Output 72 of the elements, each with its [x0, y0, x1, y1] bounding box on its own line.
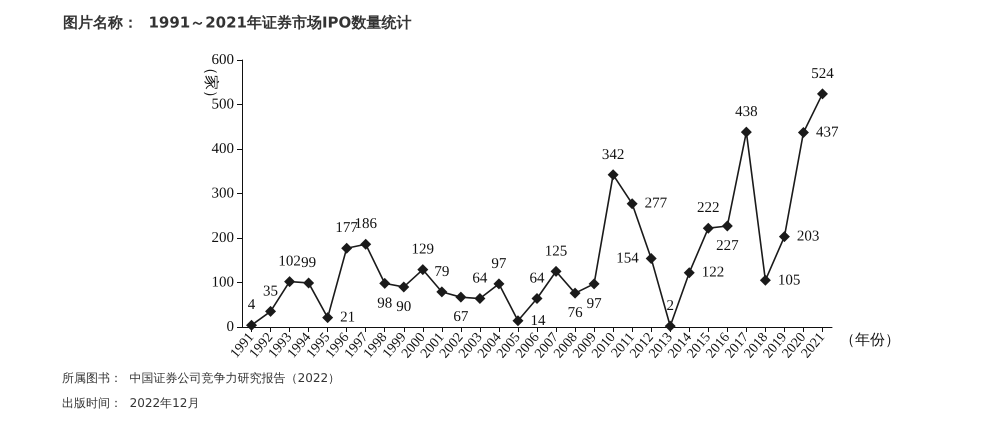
- point: [778, 231, 790, 242]
- point: [303, 277, 314, 288]
- data-label: 79: [434, 264, 450, 280]
- x-axis-title: （年份）: [840, 332, 900, 348]
- y-tick-label: 600: [212, 52, 234, 68]
- point: [265, 306, 276, 317]
- data-label: 102: [278, 254, 301, 270]
- data-label: 177: [335, 220, 358, 236]
- point: [588, 278, 600, 290]
- data-label: 35: [263, 283, 278, 300]
- point: [816, 88, 828, 100]
- y-tick-label: 300: [212, 186, 234, 202]
- data-label: 277: [644, 196, 668, 212]
- data-label: 4: [248, 297, 256, 314]
- point: [722, 220, 733, 232]
- y-tick-label: 500: [212, 96, 234, 112]
- point: [455, 292, 466, 303]
- point: [608, 169, 619, 180]
- y-tick-label: 400: [212, 141, 234, 157]
- data-label: 524: [811, 66, 834, 82]
- data-label: 105: [778, 272, 800, 288]
- point: [379, 278, 390, 289]
- point: [512, 315, 524, 326]
- point: [398, 281, 410, 292]
- y-tick-label: 0: [226, 319, 234, 335]
- text: 所属图书： 中国证券公司竞争力研究报告（2022）: [62, 371, 340, 385]
- text: 出版时间： 2022年12月: [62, 396, 200, 410]
- point: [798, 127, 809, 138]
- point: [284, 276, 296, 288]
- data-label: 122: [702, 264, 724, 281]
- data-label: 97: [586, 296, 602, 312]
- data-label: 64: [472, 270, 488, 287]
- point: [684, 267, 695, 278]
- point: [702, 222, 714, 234]
- point: [246, 320, 258, 331]
- point: [570, 288, 581, 299]
- point: [646, 252, 657, 264]
- point: [740, 126, 752, 138]
- data-label: 222: [697, 200, 720, 216]
- point: [436, 286, 448, 298]
- data-label: 2: [666, 298, 674, 314]
- data-label: 342: [602, 146, 624, 163]
- data-label: 154: [616, 250, 640, 266]
- data-label: 125: [544, 243, 568, 260]
- data-label: 437: [816, 124, 839, 141]
- data-label: 64: [530, 270, 545, 287]
- chart-title: 图片名称： 1991～2021年证券市场IPO数量统计: [63, 14, 412, 32]
- point: [760, 274, 771, 286]
- y-tick-label: 100: [212, 274, 234, 290]
- data-label: 438: [735, 104, 758, 120]
- data-label: 76: [568, 305, 584, 322]
- data-label: 21: [340, 310, 356, 326]
- point: [550, 266, 562, 277]
- point: [417, 264, 428, 276]
- data-label: 97: [491, 256, 507, 272]
- data-label: 99: [301, 254, 316, 271]
- data-label: 203: [796, 228, 820, 245]
- point: [474, 293, 486, 304]
- data-label: 227: [716, 238, 740, 254]
- point: [341, 242, 352, 254]
- data-label: 129: [412, 242, 434, 258]
- point: [626, 198, 638, 210]
- data-label: 90: [396, 298, 412, 315]
- point: [664, 320, 676, 332]
- data-label: 67: [453, 309, 469, 326]
- point: [322, 312, 334, 324]
- y-tick-label: 200: [212, 230, 234, 246]
- data-label: 14: [530, 312, 546, 329]
- data-label: 98: [377, 295, 392, 312]
- point: [360, 238, 372, 250]
- point: [493, 278, 504, 290]
- point: [532, 293, 542, 304]
